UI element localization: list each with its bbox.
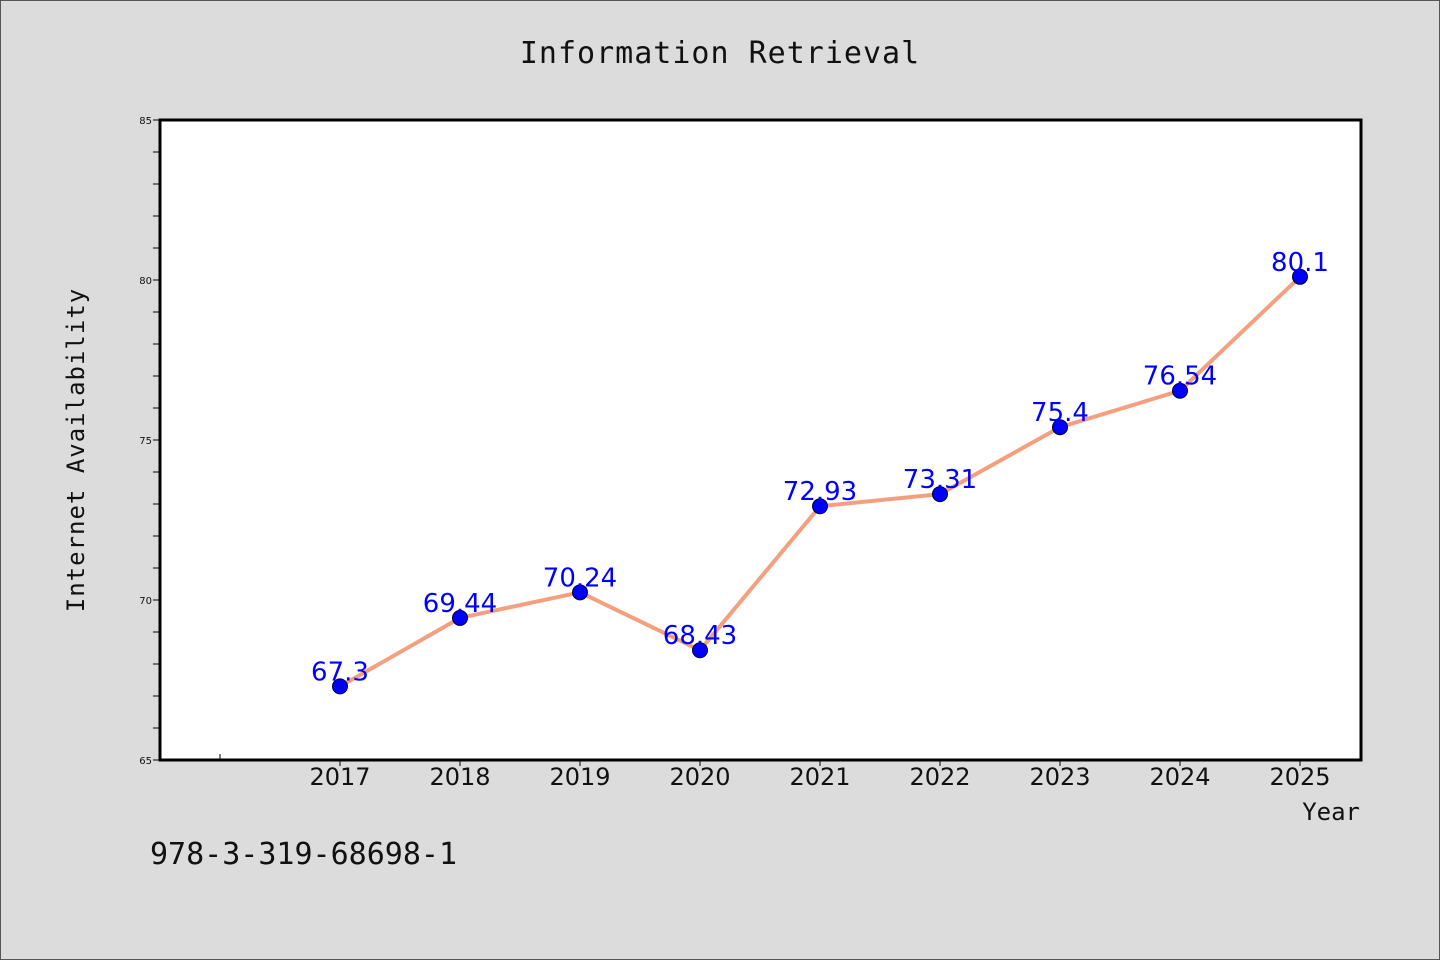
data-label: 67.3 bbox=[311, 657, 369, 687]
data-label: 73.31 bbox=[903, 465, 977, 495]
data-point bbox=[692, 642, 708, 659]
data-label: 76.54 bbox=[1143, 362, 1217, 392]
data-point bbox=[932, 486, 948, 503]
chart-title: Information Retrieval bbox=[520, 36, 920, 71]
x-tick-label: 2017 bbox=[309, 763, 370, 791]
y-tick-label: 75 bbox=[139, 436, 152, 447]
data-label: 75.4 bbox=[1031, 398, 1089, 428]
x-tick-label: 2018 bbox=[429, 763, 490, 791]
x-tick-label: 2025 bbox=[1269, 763, 1330, 791]
x-tick-label: 2023 bbox=[1029, 763, 1090, 791]
data-label: 69.44 bbox=[423, 589, 497, 619]
data-point bbox=[812, 498, 828, 515]
data-point bbox=[1052, 419, 1068, 436]
x-axis-ticks: 2017 2018 2019 2020 2021 2022 2023 2024 2025 bbox=[219, 754, 1331, 791]
y-tick-label: 80 bbox=[139, 276, 152, 287]
data-point bbox=[452, 609, 468, 626]
data-point bbox=[1172, 382, 1188, 399]
isbn-text: 978-3-319-68698-1 bbox=[150, 837, 457, 872]
data-label: 72.93 bbox=[783, 477, 857, 507]
data-point bbox=[1292, 268, 1308, 285]
data-label: 80.1 bbox=[1271, 248, 1329, 278]
y-tick-label: 65 bbox=[139, 756, 152, 767]
x-tick-label: 2020 bbox=[669, 763, 730, 791]
y-axis-label: Internet Availability bbox=[62, 288, 90, 612]
x-tick-label: 2022 bbox=[909, 763, 970, 791]
y-axis-ticks: 65 70 75 80 85 bbox=[139, 116, 160, 767]
x-tick-label: 2024 bbox=[1149, 763, 1210, 791]
x-tick-label: 2019 bbox=[549, 763, 610, 791]
data-label: 68.43 bbox=[663, 621, 737, 651]
x-axis-label: Year bbox=[1302, 798, 1360, 826]
data-label: 70.24 bbox=[543, 563, 617, 593]
y-tick-label: 85 bbox=[139, 116, 152, 127]
plot-area bbox=[158, 118, 1363, 762]
series-group: 67.3 69.44 70.24 68.43 72.93 73.31 75.4 76.54 80… bbox=[311, 248, 1329, 695]
y-tick-label: 70 bbox=[139, 596, 152, 607]
x-tick-label: 2021 bbox=[789, 763, 850, 791]
data-point bbox=[572, 584, 588, 601]
data-point bbox=[332, 678, 348, 695]
